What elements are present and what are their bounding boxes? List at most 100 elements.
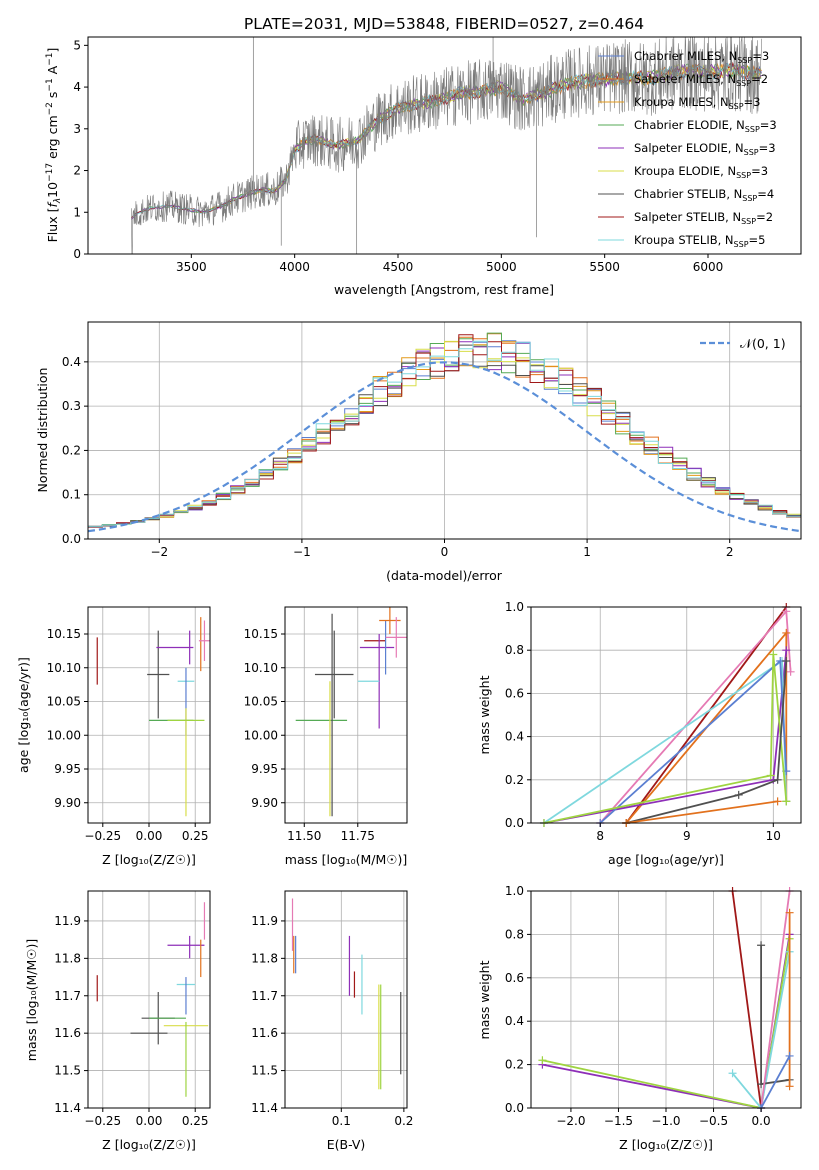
age-vs-Z-ylabel: age [log₁₀(age/yr)] [16,657,31,773]
mass-weight-line [625,660,788,824]
x-tick-label: −2.0 [556,1114,585,1128]
y-tick-label: 11.9 [54,914,81,928]
x-tick-label: 9 [683,829,691,843]
x-tick-label: −0.25 [84,829,121,843]
y-tick-label: 0.2 [505,1058,524,1072]
x-tick-label: 4500 [383,260,414,274]
mass-weight-marker [766,771,775,780]
y-tick-label: 11.7 [251,989,278,1003]
y-tick-label: 0.4 [62,355,81,369]
x-tick-label: −0.5 [699,1114,728,1128]
x-tick-label: 0.00 [136,1114,163,1128]
y-tick-label: 1 [73,205,81,219]
x-tick-label: 0.2 [394,1114,413,1128]
y-tick-label: 9.90 [54,796,81,810]
mass-weight-line [626,800,778,824]
y-tick-label: 0.2 [62,443,81,457]
spectrum-panel: PLATE=2031, MJD=53848, FIBERID=0527, z=0… [45,15,802,297]
mass-weight-marker [769,650,778,659]
mass-vs-Z-ylabel: mass [log₁₀(M/M☉)] [24,939,39,1061]
y-tick-label: 10.00 [244,728,278,742]
mass-vs-ebv-panel: 0.1 0.2 11.4 11.5 11.6 11.7 11.8 11.9 E(B-V) [251,890,413,1152]
age-vs-mass-xlabel: mass [log₁₀(M/M☉)] [285,852,407,867]
x-tick-label: 0.00 [136,829,163,843]
mass-weight-marker [538,1056,547,1065]
svg-text:Salpeter MILES, NSSP=2: Salpeter MILES, NSSP=2 [634,72,768,88]
error-bar-point [147,630,170,719]
x-tick-label: −2 [150,545,168,559]
x-tick-label: 0 [441,545,449,559]
x-tick-label: 6000 [693,260,724,274]
y-tick-label: 0.0 [505,1101,524,1115]
legend-entry: Salpeter ELODIE, NSSP=3 [598,141,776,157]
x-tick-label: 11.50 [287,829,321,843]
svg-text:Salpeter ELODIE, NSSP=3: Salpeter ELODIE, NSSP=3 [634,141,776,157]
weight-vs-age-axes [530,606,802,824]
y-tick-label: 0.6 [505,686,524,700]
mass-weight-marker [773,797,782,806]
weight-vs-Z-xlabel: Z [log₁₀(Z/Z☉)] [619,1137,713,1152]
y-tick-label: 10.15 [47,627,81,641]
x-tick-label: −1 [293,545,311,559]
y-tick-label: 2 [73,164,81,178]
y-tick-label: 11.5 [251,1064,278,1078]
y-tick-label: 0 [73,247,81,261]
x-tick-label: 0.25 [182,829,209,843]
x-tick-label: 3500 [176,260,207,274]
svg-text:Chabrier MILES, NSSP=3: Chabrier MILES, NSSP=3 [634,49,769,65]
age-vs-Z-xlabel: Z [log₁₀(Z/Z☉)] [102,852,196,867]
y-tick-label: 0.1 [62,488,81,502]
error-bar-point [385,617,407,658]
mass-weight-line [543,654,788,824]
mass-vs-Z-xlabel: Z [log₁₀(Z/Z☉)] [102,1137,196,1152]
y-tick-label: 0.0 [62,532,81,546]
y-tick-label: 0.3 [62,399,81,413]
x-tick-label: 5500 [589,260,620,274]
spectrum-ylabel: Flux [fλ10−17 erg cm−2 s−1 A−1] [45,48,63,243]
svg-text:Chabrier STELIB, NSSP=4: Chabrier STELIB, NSSP=4 [634,187,774,203]
mass-weight-line [731,890,762,1109]
x-tick-label: −1.5 [604,1114,633,1128]
x-tick-label: 0.25 [182,1114,209,1128]
mass-weight-line [760,890,791,1109]
x-tick-label: 5000 [486,260,517,274]
legend-entry: Chabrier STELIB, NSSP=4 [598,187,774,203]
mass-weight-line [543,659,788,824]
svg-text:Kroupa ELODIE, NSSP=3: Kroupa ELODIE, NSSP=3 [634,164,768,180]
y-tick-label: 5 [73,38,81,52]
svg-text:Kroupa STELIB, NSSP=5: Kroupa STELIB, NSSP=5 [634,233,765,249]
x-tick-label: −1.0 [651,1114,680,1128]
normal-distribution-curve [87,361,802,533]
mass-weight-marker [773,775,782,784]
weight-vs-age-panel: 8 9 10 0.0 0.2 0.4 0.6 0.8 1.0 age [log₁₀(age/yr… [477,600,802,867]
residual-histogram-step [88,340,801,528]
y-tick-label: 11.5 [54,1064,81,1078]
spectrum-title: PLATE=2031, MJD=53848, FIBERID=0527, z=0… [244,15,644,33]
y-tick-label: 9.90 [251,796,278,810]
legend-entry: Kroupa MILES, NSSP=3 [598,95,760,111]
legend-entry: Chabrier MILES, NSSP=3 [598,49,769,65]
x-tick-label: 10 [766,829,781,843]
svg-text:𝒩(0, 1): 𝒩(0, 1) [740,336,786,351]
y-tick-label: 1.0 [505,600,524,614]
x-tick-label: 11.75 [341,829,375,843]
x-tick-label: 0.1 [332,1114,351,1128]
y-tick-label: 0.2 [505,773,524,787]
age-vs-Z-panel: −0.25 0.00 0.25 9.90 9.95 10.00 10.05 10.10 10.1… [16,606,211,867]
mass-vs-ebv-axes [284,890,408,1109]
y-tick-label: 10.00 [47,728,81,742]
age-vs-mass-panel: 11.50 11.75 9.90 9.95 10.00 10.05 10.10 10.15 m… [244,606,408,867]
mass-weight-marker [728,1069,737,1078]
y-tick-label: 11.4 [54,1101,81,1115]
mass-weight-marker [782,797,791,806]
mass-weight-marker [786,667,795,676]
legend-entry: Salpeter STELIB, NSSP=2 [598,210,773,226]
y-tick-label: 0.6 [505,971,524,985]
y-tick-label: 0.8 [505,643,524,657]
mass-weight-marker [785,908,794,917]
legend-entry: Chabrier ELODIE, NSSP=3 [598,118,777,134]
histogram-legend: 𝒩(0, 1) [700,336,786,351]
y-tick-label: 9.95 [251,762,278,776]
weight-vs-Z-ylabel: mass weight [477,960,492,1039]
